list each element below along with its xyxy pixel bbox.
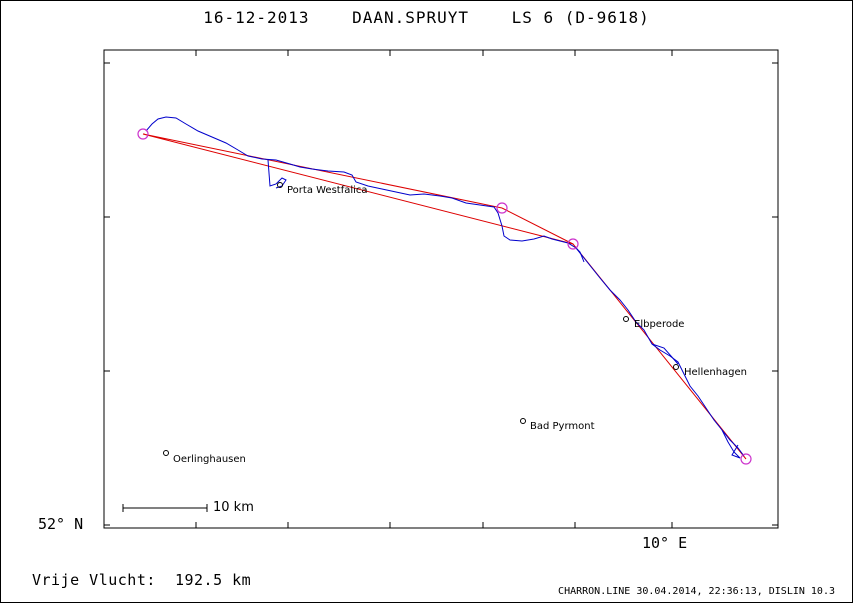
- y-ticks: [104, 62, 778, 526]
- task-line-return: [501, 207, 574, 245]
- start-turnpoint: [137, 128, 149, 140]
- longitude-label: 10° E: [642, 534, 688, 552]
- place-marker-elbperode: [623, 316, 629, 322]
- plot-area: [103, 49, 779, 529]
- free-flight-distance: Vrije Vlucht: 192.5 km: [32, 571, 252, 589]
- place-label-bad-pyrmont: Bad Pyrmont: [530, 421, 595, 432]
- turnpoint-3: [567, 238, 579, 250]
- place-label-porta-westfalica: Porta Westfalica: [287, 185, 368, 196]
- place-marker-bad-pyrmont: [520, 418, 526, 424]
- latitude-label: 52° N: [38, 515, 84, 533]
- place-label-elbperode: Elbperode: [634, 319, 684, 330]
- flight-title: 16-12-2013 DAAN.SPRUYT LS 6 (D-9618): [0, 8, 853, 27]
- place-marker-oerlinghausen: [163, 450, 169, 456]
- glider-name: LS 6 (D-9618): [511, 8, 650, 27]
- flight-track-loops: [267, 159, 741, 459]
- place-marker-porta-westfalica: [277, 182, 283, 188]
- turnpoints: [137, 128, 752, 465]
- place-markers: [163, 182, 679, 456]
- software-credit: CHARRON.LINE 30.04.2014, 22:36:13, DISLI…: [558, 586, 835, 597]
- finish-turnpoint: [740, 453, 752, 465]
- task-line: [142, 133, 747, 460]
- scale-bar-label: 10 km: [213, 500, 254, 515]
- place-marker-hellenhagen: [673, 364, 679, 370]
- place-label-hellenhagen: Hellenhagen: [684, 367, 747, 378]
- scale-bar: [122, 504, 208, 512]
- turnpoint-2: [496, 202, 508, 214]
- flight-track: [145, 116, 745, 457]
- place-label-oerlinghausen: Oerlinghausen: [173, 454, 246, 465]
- x-ticks: [195, 50, 673, 528]
- pilot-name: DAAN.SPRUYT: [352, 8, 470, 27]
- flight-date: 16-12-2013: [203, 8, 310, 27]
